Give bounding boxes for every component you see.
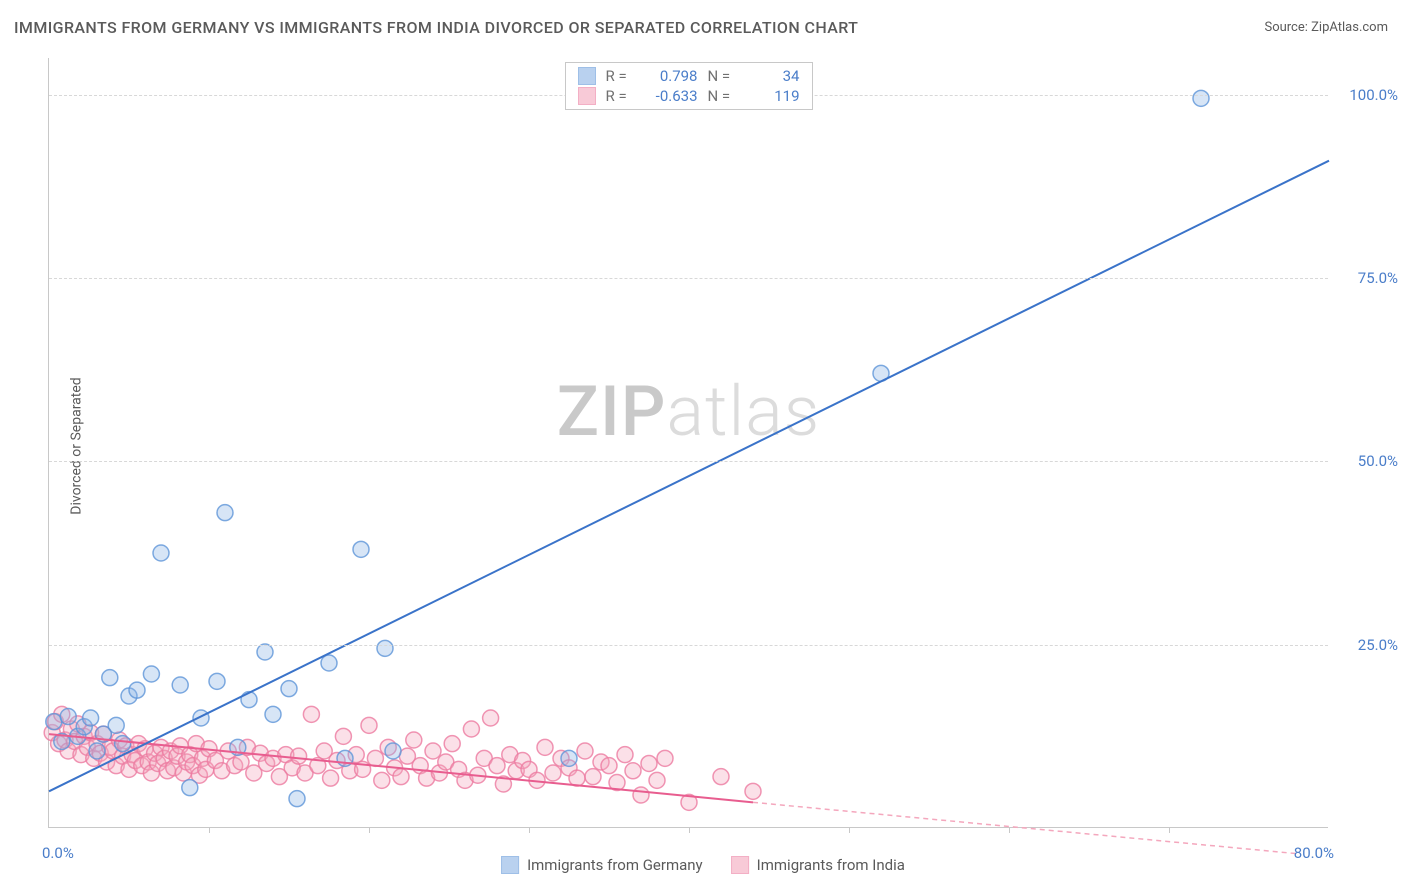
legend-swatch-india — [578, 87, 596, 105]
stats-legend: R = 0.798 N = 34 R = -0.633 N = 119 — [565, 62, 813, 110]
gridline — [49, 278, 1328, 279]
x-tick — [369, 827, 370, 833]
legend-swatch-india-icon — [731, 856, 749, 874]
x-tick — [209, 827, 210, 833]
y-tick-label: 25.0% — [1338, 636, 1398, 654]
y-tick-label: 50.0% — [1338, 452, 1398, 470]
y-tick-label: 100.0% — [1338, 86, 1398, 104]
legend-item-india[interactable]: Immigrants from India — [731, 856, 905, 874]
chart-container: IMMIGRANTS FROM GERMANY VS IMMIGRANTS FR… — [0, 0, 1406, 892]
legend-swatch-germany-icon — [501, 856, 519, 874]
gridline — [49, 645, 1328, 646]
x-tick — [849, 827, 850, 833]
x-tick — [1169, 827, 1170, 833]
source-link[interactable]: ZipAtlas.com — [1311, 20, 1388, 35]
x-axis-max: 80.0% — [1294, 844, 1334, 862]
chart-title: IMMIGRANTS FROM GERMANY VS IMMIGRANTS FR… — [14, 18, 858, 37]
x-tick — [1009, 827, 1010, 833]
scatter-plot-svg — [49, 58, 1328, 827]
source-attribution: Source: ZipAtlas.com — [1264, 20, 1388, 35]
bottom-legend: Immigrants from Germany Immigrants from … — [501, 856, 905, 874]
gridline — [49, 461, 1328, 462]
stats-row-germany: R = 0.798 N = 34 — [578, 67, 800, 85]
stats-row-india: R = -0.633 N = 119 — [578, 87, 800, 105]
x-axis-min: 0.0% — [42, 844, 74, 862]
legend-swatch-germany — [578, 67, 596, 85]
legend-item-germany[interactable]: Immigrants from Germany — [501, 856, 703, 874]
plot-area: ZIPatlas R = 0.798 N = 34 R = -0.633 N =… — [48, 58, 1328, 828]
x-tick — [689, 827, 690, 833]
y-tick-label: 75.0% — [1338, 269, 1398, 287]
x-tick — [529, 827, 530, 833]
